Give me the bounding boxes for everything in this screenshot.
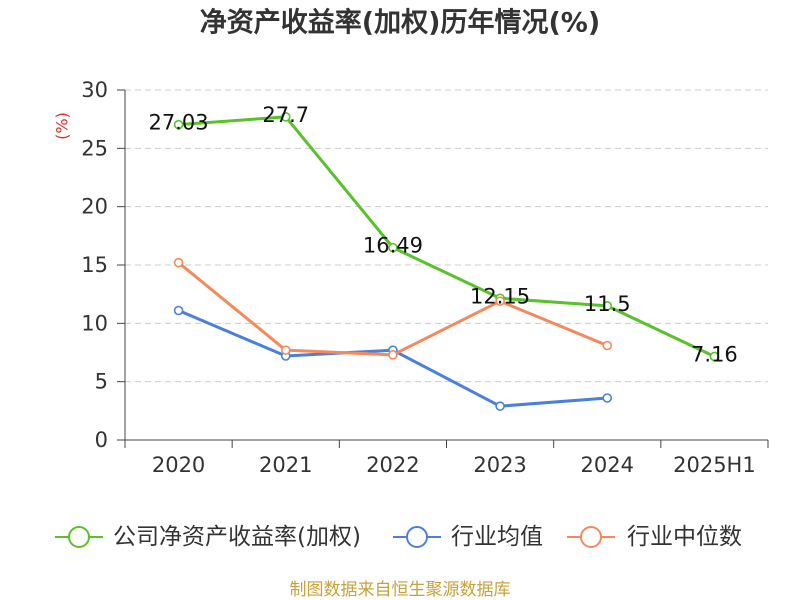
series-group — [173, 112, 720, 411]
data-label-company-roe-2021: 27.7 — [262, 103, 309, 127]
data-point-industry-median-2022 — [388, 350, 398, 360]
x-tick-label-2020: 2020 — [152, 453, 205, 477]
legend-item-industry-median[interactable]: 行业中位数 — [567, 524, 742, 550]
y-axis-label: (%) — [53, 112, 72, 140]
legend-marker-industry-mean — [406, 526, 428, 548]
y-tick-label-20: 20 — [81, 195, 108, 219]
legend-marker-industry-median — [580, 526, 602, 548]
data-label-company-roe-2024: 11.5 — [584, 292, 631, 316]
legend-label-industry-mean: 行业均值 — [451, 524, 543, 550]
data-point-industry-mean-2024 — [602, 393, 613, 403]
legend-label-industry-median: 行业中位数 — [627, 524, 742, 550]
x-tick-label-2023: 2023 — [473, 453, 526, 477]
y-tick-label-25: 25 — [81, 136, 108, 160]
data-point-company-roe-2024 — [602, 301, 613, 311]
data-point-industry-mean-2023 — [495, 401, 505, 411]
x-tick-label-2022: 2022 — [366, 453, 419, 477]
y-tick-label-0: 0 — [95, 428, 108, 452]
data-point-company-roe-2020 — [173, 119, 184, 130]
x-tick-label-2024: 2024 — [581, 453, 634, 477]
legend: 公司净资产收益率(加权) 行业均值 行业中位数 — [55, 524, 742, 550]
series-line-company-roe — [178, 115, 716, 358]
legend-label-company-roe: 公司净资产收益率(加权) — [113, 524, 361, 550]
data-point-industry-mean-2020 — [173, 305, 184, 316]
data-point-industry-median-2020 — [173, 257, 184, 268]
y-tick-label-30: 30 — [81, 78, 108, 102]
data-point-industry-median-2024 — [602, 340, 613, 351]
x-tick-label-2021: 2021 — [259, 453, 312, 477]
data-point-industry-median-2023 — [495, 296, 505, 306]
data-point-company-roe-2021 — [280, 112, 291, 122]
chart-title: 净资产收益率(加权)历年情况(%) — [200, 7, 600, 39]
legend-marker-company-roe — [68, 526, 90, 548]
y-tick-label-5: 5 — [95, 370, 108, 394]
y-tick-label-10: 10 — [81, 311, 108, 335]
gridlines — [125, 89, 768, 383]
axes: 0 5 10 15 20 25 30 2020 2021 2022 2023 2024 2025H1 — [81, 78, 769, 477]
data-labels: 27.03 27.7 16.49 12.15 11.5 7.16 — [149, 103, 738, 367]
data-label-company-roe-2023: 12.15 — [470, 284, 530, 308]
data-source-footer: 制图数据来自恒生聚源数据库 — [290, 580, 511, 600]
data-point-company-roe-2025H1 — [709, 351, 720, 362]
data-point-company-roe-2022 — [388, 242, 398, 253]
legend-item-company-roe[interactable]: 公司净资产收益率(加权) — [55, 524, 361, 550]
y-tick-label-15: 15 — [81, 253, 108, 277]
data-point-industry-median-2021 — [280, 345, 291, 355]
legend-item-industry-mean[interactable]: 行业均值 — [393, 524, 543, 550]
data-label-company-roe-2025H1: 7.16 — [691, 342, 738, 366]
x-tick-label-2025H1: 2025H1 — [673, 453, 756, 477]
series-line-industry-median — [177, 261, 608, 357]
data-label-company-roe-2020: 27.03 — [149, 111, 209, 135]
data-label-company-roe-2022: 16.49 — [363, 234, 423, 258]
